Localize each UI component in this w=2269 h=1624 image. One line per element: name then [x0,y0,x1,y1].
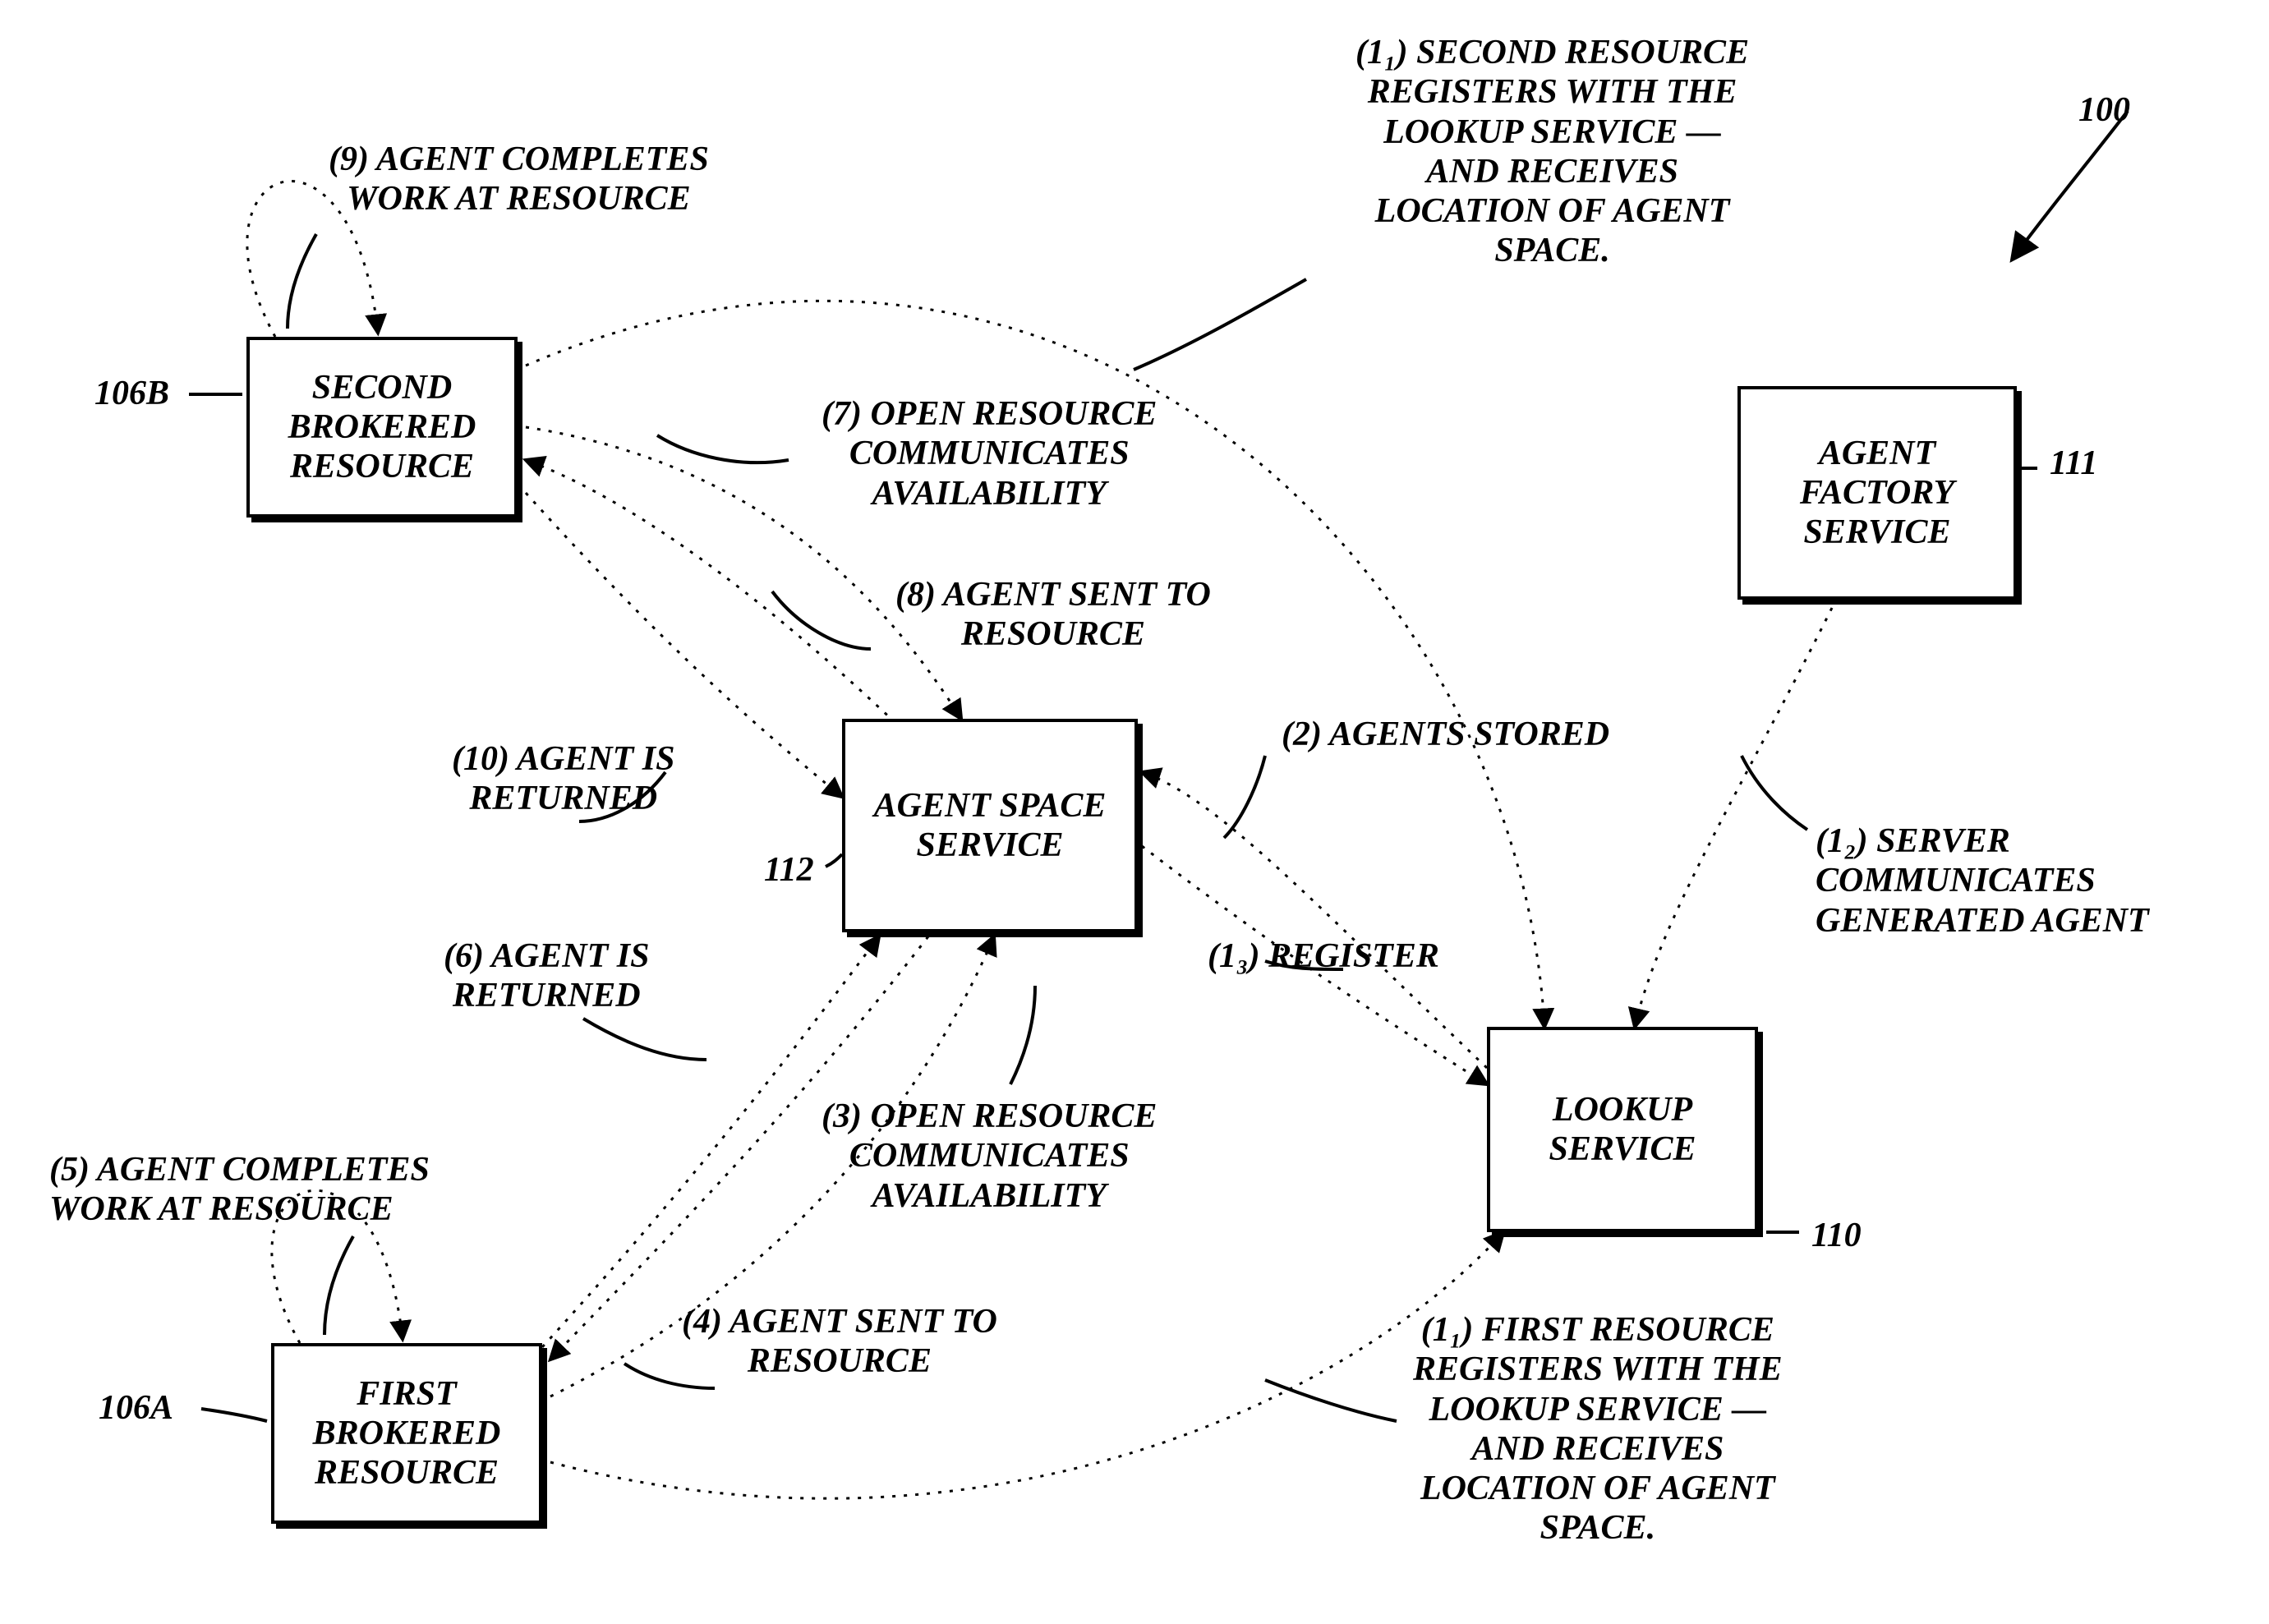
leader-9 [1224,756,1265,838]
node-label: LOOKUP SERVICE [1498,1090,1747,1170]
ref-100: 100 [2078,90,2130,130]
node-lookup-service: LOOKUP SERVICE [1487,1027,1758,1232]
ref-112: 112 [764,850,814,890]
ref-111: 111 [2050,444,2097,483]
label-1-2: (1₂) SERVER COMMUNICATES GENERATED AGENT [1816,821,2149,941]
ref-106a: 106A [99,1388,173,1428]
leader-18 [288,234,316,329]
node-label: AGENT FACTORY SERVICE [1749,434,2005,553]
node-label: FIRST BROKERED RESOURCE [283,1374,531,1493]
diagram-canvas: SECOND BROKERED RESOURCE FIRST BROKERED … [0,0,2269,1624]
label-10: (10) AGENT IS RETURNED [452,739,674,819]
leader-13 [1134,279,1306,370]
label-1-3: (1₃) REGISTER [1208,936,1439,976]
leader-12 [1010,986,1035,1084]
label-7: (7) OPEN RESOURCE COMMUNICATES AVAILABIL… [822,394,1157,513]
leader-17 [324,1236,353,1335]
leader-6 [657,435,789,462]
leader-0 [2013,111,2128,259]
leader-2 [826,854,842,867]
leader-11 [583,1019,706,1060]
edge-e1_2 [1635,608,1832,1027]
label-2: (2) AGENTS STORED [1282,715,1609,754]
leader-14 [1742,756,1807,830]
label-8: (8) AGENT SENT TO RESOURCE [895,575,1211,655]
node-agent-space-service: AGENT SPACE SERVICE [842,719,1138,932]
leader-15 [1265,1380,1397,1421]
node-second-brokered-resource: SECOND BROKERED RESOURCE [246,337,518,518]
edge-e2 [1142,772,1487,1068]
node-agent-factory-service: AGENT FACTORY SERVICE [1737,386,2017,600]
label-3: (3) OPEN RESOURCE COMMUNICATES AVAILABIL… [822,1097,1157,1216]
node-label: AGENT SPACE SERVICE [854,786,1126,866]
node-first-brokered-resource: FIRST BROKERED RESOURCE [271,1343,542,1524]
label-1-1-second: (1₁) SECOND RESOURCE REGISTERS WITH THE … [1355,33,1749,271]
label-1-1-first: (1₁) FIRST RESOURCE REGISTERS WITH THE L… [1413,1310,1783,1548]
leader-4 [201,1409,267,1421]
label-4: (4) AGENT SENT TO RESOURCE [682,1302,997,1382]
label-9: (9) AGENT COMPLETES WORK AT RESOURCE [329,140,709,219]
label-5: (5) AGENT COMPLETES WORK AT RESOURCE [49,1150,430,1230]
label-6: (6) AGENT IS RETURNED [444,936,649,1016]
ref-106b: 106B [94,374,169,413]
ref-110: 110 [1811,1216,1862,1255]
leader-7 [772,591,871,649]
node-label: SECOND BROKERED RESOURCE [258,368,506,487]
